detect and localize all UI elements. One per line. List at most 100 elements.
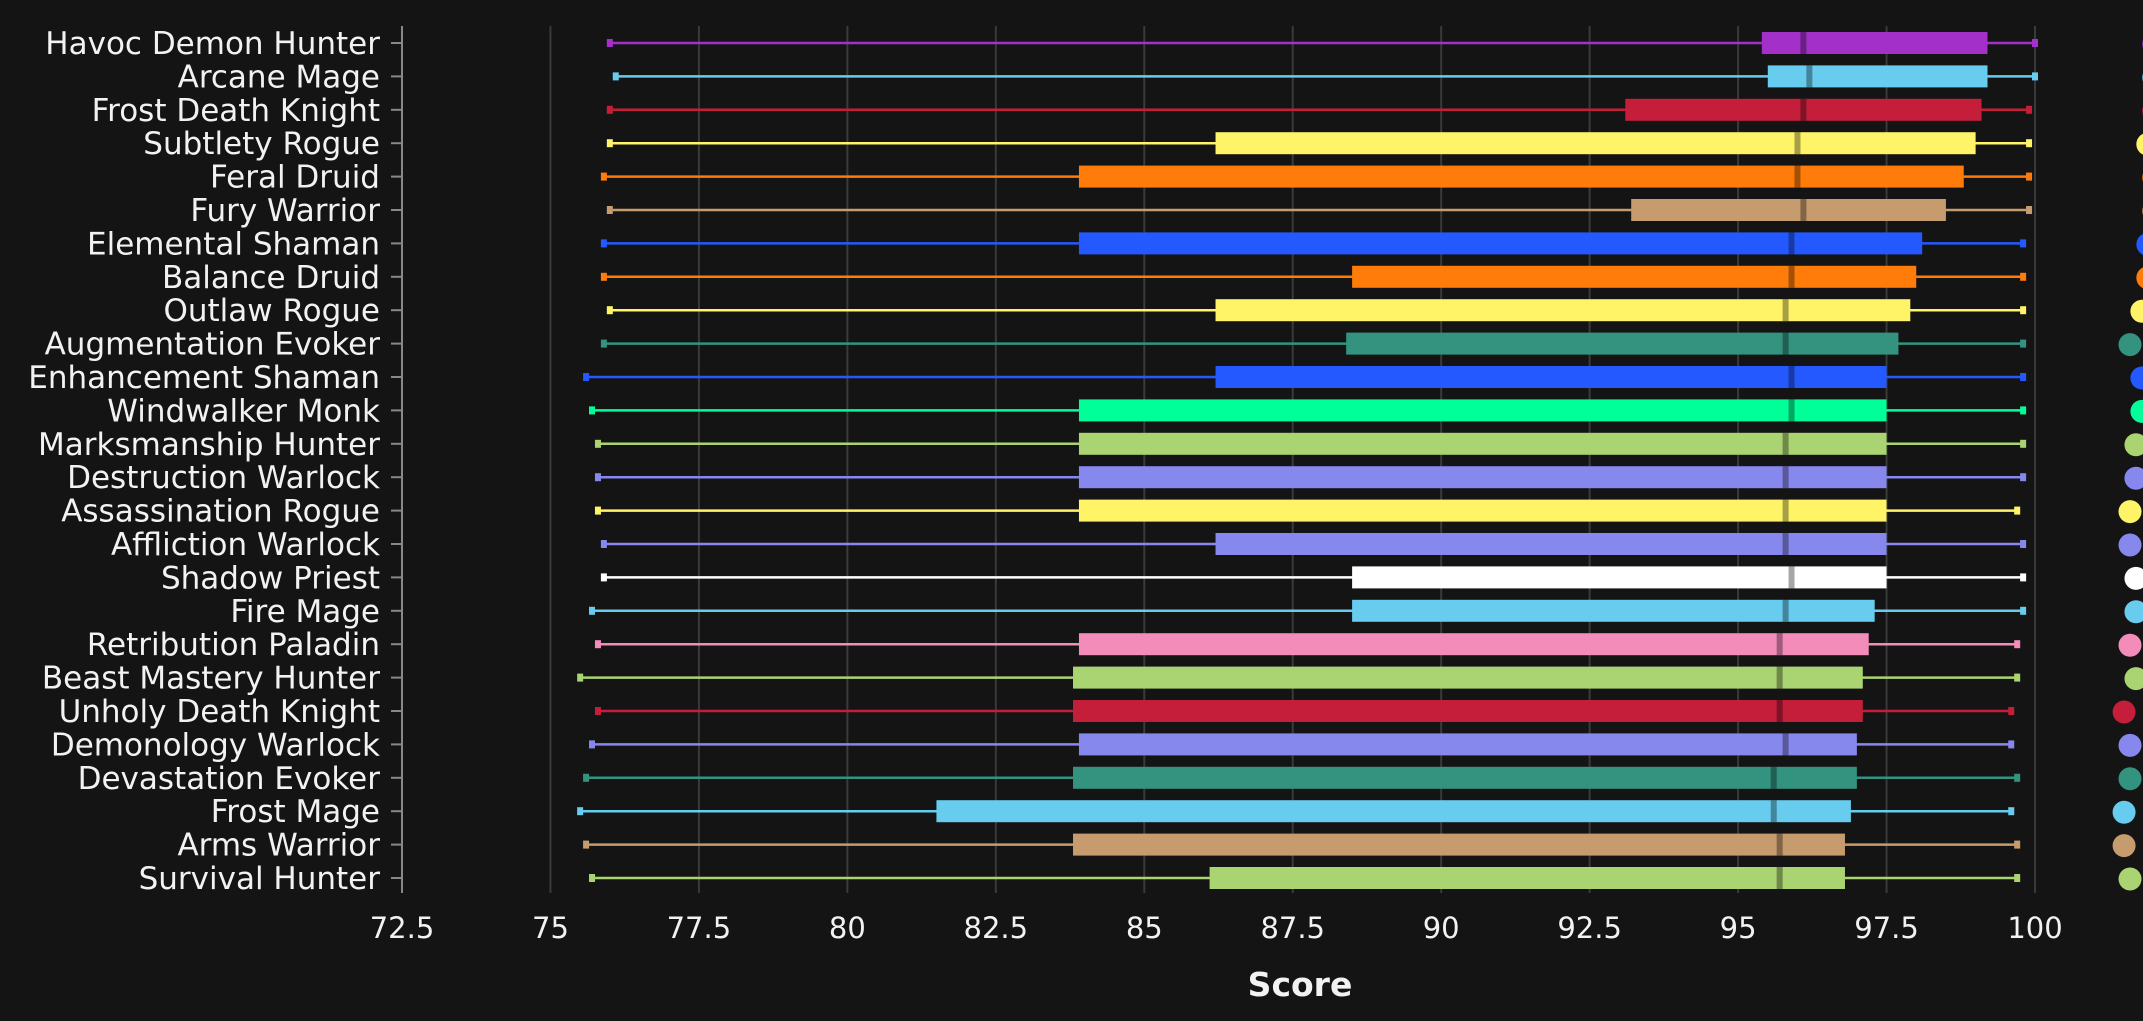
whisker-cap-max [2020,473,2027,482]
iqr-box [1078,466,1887,489]
category-label: Subtlety Rogue [143,126,380,162]
box-row [606,32,2143,54]
whisker-cap-max [2020,272,2027,281]
iqr-box [1625,98,1982,121]
whisker-cap-min [606,39,613,47]
box-row [583,766,2142,791]
whisker-cap-min [577,673,584,682]
iqr-box [1078,432,1887,455]
x-tick-label: 97.5 [1854,911,1919,945]
whisker-cap-min [600,239,607,248]
whisker-cap-max [2032,72,2038,81]
box-row [600,265,2143,289]
median-marker [1776,633,1783,656]
median-marker [1776,700,1783,722]
whisker-cap-max [2014,773,2021,782]
median-marker [1770,766,1777,789]
outlier-dot [2124,600,2143,624]
category-label: Enhancement Shaman [28,360,380,396]
iqr-box [936,800,1851,823]
whisker-cap-max [2020,540,2027,548]
x-tick-label: 100 [2007,911,2062,945]
category-label: Frost Mage [211,794,380,830]
whisker-cap-max [2008,740,2015,749]
category-label: Beast Mastery Hunter [42,661,380,697]
median-marker [1782,733,1789,756]
outlier-dot [2124,466,2143,490]
whisker-cap-max [2020,339,2027,348]
median-marker [1782,432,1789,455]
whisker-cap-max [2020,573,2027,582]
box-row [594,499,2142,524]
category-label: Retribution Paladin [87,627,380,663]
box-row [600,533,2142,557]
box-row [589,733,2142,757]
iqr-box [1078,399,1887,422]
whisker-cap-max [2032,39,2038,47]
category-label: Frost Death Knight [92,93,380,129]
iqr-box [1631,199,1946,221]
median-marker [1788,399,1795,422]
whisker-cap-min [606,105,613,114]
whisker-cap-min [583,773,590,782]
whisker-cap-min [606,139,613,148]
whisker-cap-max [2014,673,2021,682]
whisker-cap-min [583,373,590,381]
iqr-box [1078,633,1869,656]
whisker-cap-min [583,840,590,849]
whisker-cap-min [612,72,619,81]
outlier-dot [2136,233,2143,255]
box-row [594,466,2143,490]
whisker-cap-max [2020,406,2027,415]
whisker-cap-max [2014,874,2021,882]
whisker-cap-min [594,439,601,448]
x-axis: 72.5 75 77.5 80 82.5 85 87.5 90 92.5 95 97.5 100 [370,911,2063,945]
vertical-gridlines [549,26,2036,893]
median-marker [1776,867,1783,889]
median-marker [1782,466,1789,489]
iqr-box [1209,867,1845,889]
whisker-cap-min [600,272,607,281]
outlier-dot [2118,500,2142,524]
whisker-cap-max [2020,239,2027,248]
outlier-dot [2118,333,2142,357]
x-tick-label: 87.5 [1260,911,1325,945]
box-row [600,566,2143,590]
whisker-cap-max [2008,707,2015,715]
outlier-dot [2118,533,2142,557]
whisker-cap-min [600,573,607,582]
box-row [583,833,2136,858]
whisker-cap-min [589,740,596,749]
category-label: Balance Druid [162,260,380,296]
whisker-cap-max [2020,306,2027,315]
median-marker [1794,132,1801,155]
median-marker [1782,332,1789,355]
x-tick-label: 80 [829,911,866,945]
whisker-cap-min [577,807,584,816]
box-row [594,633,2142,657]
whisker-cap-min [600,540,607,548]
outlier-dot [2118,867,2142,891]
whisker-cap-min [606,206,613,214]
box-row [594,432,2143,457]
outlier-dot [2118,633,2142,657]
iqr-box [1078,733,1857,756]
outlier-dot [2130,366,2143,390]
median-marker [1782,499,1789,522]
median-marker [1782,299,1789,322]
category-label: Arms Warrior [177,828,380,864]
x-tick-label: 82.5 [964,911,1029,945]
box-series [577,32,2143,891]
category-label: Devastation Evoker [78,761,381,797]
box-row [600,165,2143,188]
box-row [583,366,2143,390]
outlier-dot [2112,800,2136,824]
outlier-dot [2124,566,2143,590]
box-row [606,132,2143,155]
whisker-cap-min [594,707,601,715]
median-marker [1788,366,1795,388]
whisker-cap-min [589,874,596,882]
outlier-dot [2136,267,2143,289]
category-label: Augmentation Evoker [45,327,381,363]
